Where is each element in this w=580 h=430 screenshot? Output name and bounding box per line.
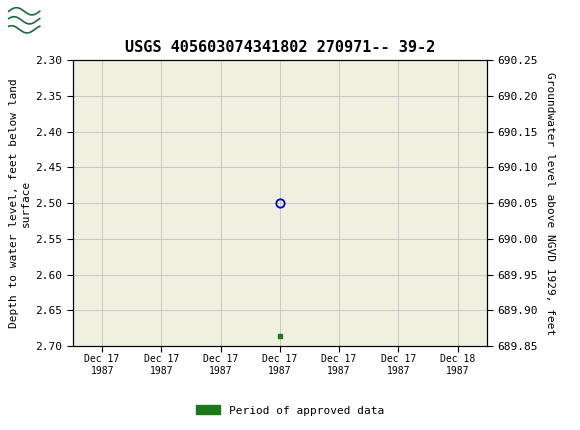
Bar — [6, 3, 81, 42]
Text: USGS: USGS — [84, 13, 144, 32]
Legend: Period of approved data: Period of approved data — [191, 401, 389, 420]
Y-axis label: Depth to water level, feet below land
surface: Depth to water level, feet below land su… — [9, 78, 31, 328]
Title: USGS 405603074341802 270971-- 39-2: USGS 405603074341802 270971-- 39-2 — [125, 40, 435, 55]
Y-axis label: Groundwater level above NGVD 1929, feet: Groundwater level above NGVD 1929, feet — [545, 71, 555, 335]
